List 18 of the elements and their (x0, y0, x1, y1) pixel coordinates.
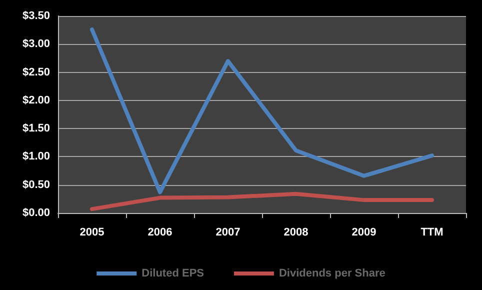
y-tick-label: $3.00 (22, 38, 50, 50)
y-tick-label: $0.50 (22, 178, 50, 191)
y-tick-label: $2.00 (22, 94, 50, 106)
x-tick-label: 2009 (352, 226, 376, 238)
y-tick-label: $1.50 (22, 122, 50, 135)
y-tick-label: $0.00 (22, 207, 50, 219)
x-tick-label: 2007 (216, 226, 240, 238)
x-tick-label: 2005 (80, 226, 104, 238)
line-series (90, 192, 434, 212)
x-tick-label: 2008 (284, 226, 308, 238)
y-tick-label: $2.50 (22, 66, 50, 78)
y-tick-label: $3.50 (22, 10, 50, 22)
legend-label: Diluted EPS (142, 268, 204, 280)
y-tick-label: $1.00 (22, 150, 50, 163)
x-tick-label: TTM (420, 226, 444, 238)
line-series (90, 28, 434, 194)
x-tick-label: 2006 (148, 226, 172, 238)
legend-label: Dividends per Share (278, 268, 386, 280)
